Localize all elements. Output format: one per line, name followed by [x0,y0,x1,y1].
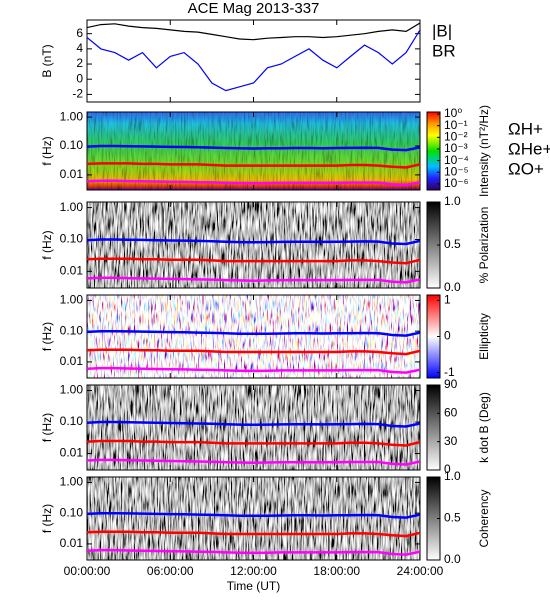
y-tick-label: 0.01 [60,446,84,460]
series-line [87,329,420,337]
colorbar-tick-label: 10⁻² [444,130,468,144]
spectrogram-texture [87,477,420,560]
x-tick-label: 06:00:00 [147,564,194,578]
y-axis-label: f (Hz) [40,322,54,351]
colorbar-tick-label: 0 [444,462,451,476]
chart-title: ACE Mag 2013-337 [188,0,320,17]
colorbar-tick-label: 10⁻⁶ [444,176,469,190]
y-axis-label: f (Hz) [40,230,54,259]
series-line [87,420,420,428]
y-tick-label: 1.00 [60,109,84,123]
y-tick-label: 0.01 [60,167,84,181]
colorbar-tick-label: 10⁰ [444,106,462,120]
y-tick-label: 0.10 [60,323,84,337]
colorbar-tick-label: 10⁻³ [444,141,468,155]
colorbar-tick-label: 0.5 [444,237,461,251]
series-group [87,144,420,187]
y-axis-label: f (Hz) [40,136,54,165]
y-tick-label: 4 [76,41,83,55]
series-line [87,511,420,519]
y-tick-label: 1.00 [60,475,84,489]
series-line [87,162,420,169]
spectrogram-texture [87,295,420,378]
colorbar-label: % Polarization [477,207,491,284]
y-tick-label: 0.10 [60,505,84,519]
y-tick-label: 1.00 [60,383,84,397]
y-tick-label: -2 [72,87,83,101]
series-line [87,366,420,374]
y-tick-label: 0.10 [60,414,84,428]
y-tick-label: 6 [76,26,83,40]
colorbar-tick-label: 90 [444,377,458,391]
legend-entry: BR [432,41,456,60]
colorbar-tick-label: 0.0 [444,280,461,294]
spectrogram-texture [87,112,420,190]
y-tick-label: 0.01 [60,264,84,278]
series-group [87,511,420,556]
colorbar-tick-label: 60 [444,406,458,420]
y-tick-label: 0.01 [60,536,84,550]
series-line [87,348,420,356]
colorbar-tick-label: 1.0 [444,194,461,208]
legend-entry: ΩH+ [508,119,543,138]
series-line [87,439,420,447]
colorbar-tick-label: 30 [444,434,458,448]
y-tick-label: 0.10 [60,138,84,152]
legend-entry: |B| [432,21,452,40]
y-tick-label: 1.00 [60,200,84,214]
colorbar-label: Intensity (nT²/Hz) [477,105,491,197]
colorbar-tick-label: 10⁻⁴ [444,153,469,167]
x-tick-label: 24:00:00 [397,564,444,578]
y-tick-label: 0.01 [60,354,84,368]
series-line [87,276,420,284]
y-tick-label: 2 [76,56,83,70]
legend-entry: ΩHe+ [508,139,550,158]
series-line [87,257,420,265]
colorbar-tick-label: 0.0 [444,552,461,566]
colorbar-label: Ellipticity [477,313,491,360]
x-tick-label: 12:00:00 [230,564,277,578]
legend-entry: ΩO+ [508,159,544,178]
y-axis-label: f (Hz) [40,413,54,442]
colorbar-tick-label: 10⁻¹ [444,118,468,132]
series-group [87,238,420,284]
series-line [87,22,420,41]
colorbar-tick-label: 10⁻⁵ [444,164,469,178]
colorbar-tick-label: -1 [444,365,455,379]
y-axis-label: B (nT) [40,44,54,77]
x-axis-label: Time (UT) [227,579,281,593]
x-tick-label: 00:00:00 [64,564,111,578]
colorbar-tick-label: 1 [444,293,451,307]
y-tick-label: 1.00 [60,293,84,307]
series-group [87,420,420,466]
y-tick-label: 0.10 [60,232,84,246]
spectrogram-texture [87,202,420,288]
colorbar-label: k dot B (Deg) [477,392,491,463]
y-tick-label: 0 [76,71,83,85]
series-group [87,22,420,92]
y-axis-label: f (Hz) [40,504,54,533]
series-group [87,329,420,374]
series-line [87,238,420,246]
colorbar-tick-label: 1.0 [444,469,461,483]
colorbar-tick-label: 0 [444,329,451,343]
x-tick-label: 18:00:00 [313,564,360,578]
spectrogram-texture [87,385,420,470]
series-line [87,29,420,92]
colorbar-tick-label: 0.5 [444,511,461,525]
series-line [87,179,420,187]
series-line [87,548,420,556]
colorbar [426,111,441,191]
series-line [87,458,420,466]
series-line [87,530,420,538]
colorbar [426,384,441,471]
colorbar-label: Coherency [477,489,491,547]
series-line [87,144,420,152]
